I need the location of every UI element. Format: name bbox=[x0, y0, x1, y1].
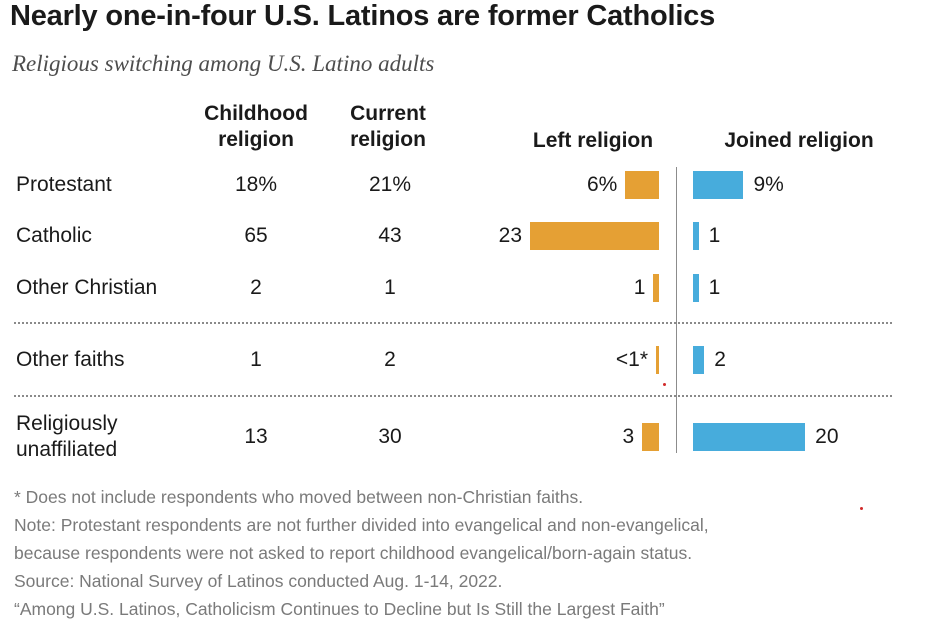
joined-religion-label: 9% bbox=[753, 173, 784, 196]
stray-red-dot bbox=[663, 383, 666, 386]
joined-religion-label: 1 bbox=[708, 224, 721, 247]
current-value: 1 bbox=[384, 276, 396, 299]
column-header-childhood-text: Childhood religion bbox=[204, 102, 308, 151]
footnote-note-line1: Note: Protestant respondents are not fur… bbox=[14, 515, 709, 535]
current-value: 43 bbox=[378, 224, 402, 247]
childhood-value: 13 bbox=[244, 425, 268, 448]
center-axis-line bbox=[676, 167, 677, 453]
joined-religion-label: 1 bbox=[708, 276, 721, 299]
chart-subtitle: Religious switching among U.S. Latino ad… bbox=[12, 51, 435, 76]
left-religion-label: 3 bbox=[622, 425, 635, 448]
current-value: 21% bbox=[368, 173, 412, 196]
left-religion-bar bbox=[642, 423, 659, 451]
joined-religion-bar bbox=[693, 171, 744, 199]
section-divider-2 bbox=[14, 395, 892, 397]
left-religion-bar bbox=[656, 346, 659, 374]
left-religion-label: 1 bbox=[633, 276, 646, 299]
left-religion-bar bbox=[530, 222, 659, 250]
childhood-value: 65 bbox=[244, 224, 268, 247]
column-header-joined: Joined religion bbox=[724, 129, 874, 152]
joined-religion-bar bbox=[693, 346, 705, 374]
footnote-report-title: “Among U.S. Latinos, Catholicism Continu… bbox=[14, 599, 665, 619]
childhood-value: 2 bbox=[250, 276, 262, 299]
footnote-note-line2: because respondents were not asked to re… bbox=[14, 543, 693, 563]
section-divider-1 bbox=[14, 322, 892, 324]
current-value: 30 bbox=[378, 425, 402, 448]
chart-title: Nearly one-in-four U.S. Latinos are form… bbox=[10, 0, 716, 32]
joined-religion-label: 2 bbox=[714, 348, 726, 371]
left-religion-label: 6% bbox=[586, 173, 618, 196]
column-header-childhood: Childhood religion bbox=[196, 101, 316, 153]
column-header-left: Left religion bbox=[532, 129, 654, 152]
row-label: Protestant bbox=[16, 173, 112, 196]
left-religion-bar bbox=[625, 171, 659, 199]
left-religion-label: <1* bbox=[615, 348, 648, 371]
left-religion-bar bbox=[653, 274, 659, 302]
footnote-source: Source: National Survey of Latinos condu… bbox=[14, 571, 503, 591]
current-value: 2 bbox=[384, 348, 396, 371]
joined-religion-label: 20 bbox=[815, 425, 839, 448]
row-label: Religiously unaffiliated bbox=[16, 412, 118, 461]
row-label: Catholic bbox=[16, 224, 92, 247]
left-religion-label: 23 bbox=[498, 224, 522, 247]
childhood-value: 1 bbox=[250, 348, 262, 371]
column-header-current-text: Current religion bbox=[350, 102, 426, 151]
column-header-current: Current religion bbox=[328, 101, 448, 153]
footnotes: * Does not include respondents who moved… bbox=[14, 483, 709, 623]
footnote-asterisk: * Does not include respondents who moved… bbox=[14, 487, 584, 507]
row-label: Other faiths bbox=[16, 348, 125, 371]
childhood-value: 18% bbox=[234, 173, 278, 196]
joined-religion-bar bbox=[693, 423, 806, 451]
stray-red-dot bbox=[860, 507, 863, 510]
joined-religion-bar bbox=[693, 222, 699, 250]
joined-religion-bar bbox=[693, 274, 699, 302]
row-label: Other Christian bbox=[16, 276, 158, 299]
